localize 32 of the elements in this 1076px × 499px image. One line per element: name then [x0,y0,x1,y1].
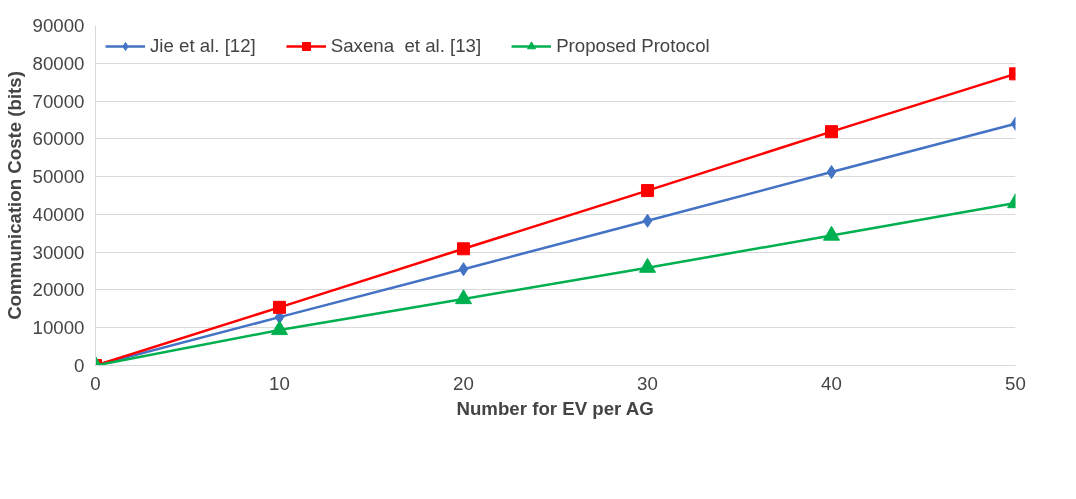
point [273,300,286,314]
x-axis-title: Number for EV per AG [456,397,654,419]
x-tick-label: 10 [269,372,290,394]
x-tick-label: 0 [90,372,101,394]
x-tick-label: 50 [1005,372,1026,394]
y-tick-label: 50000 [32,166,85,188]
y-axis-title: Communication Coste (bits) [3,71,25,320]
point [823,225,840,241]
x-tick-label: 20 [453,372,474,394]
y-tick-label: 30000 [32,241,85,263]
point [458,262,469,277]
x-tick-label: 30 [637,372,658,394]
y-tick-label: 0 [74,355,85,376]
x-tick-label: 40 [821,372,842,394]
y-tick-label: 70000 [32,90,85,112]
point [825,125,838,139]
legend-label: Proposed Protocol [556,35,710,57]
point [641,184,654,198]
point [457,242,470,256]
point [826,165,837,180]
y-tick-label: 20000 [32,279,85,301]
y-tick-label: 90000 [32,15,85,36]
y-tick-label: 40000 [32,203,85,225]
y-tick-label: 80000 [32,52,85,74]
point [271,320,288,336]
legend-label: Saxena et al. [13] [330,35,482,57]
point [455,289,472,305]
y-tick-label: 60000 [32,128,85,150]
point [639,257,656,273]
point [642,213,653,228]
legend-label: Jie et al. [12] [150,35,256,57]
y-tick-label: 10000 [32,317,85,339]
